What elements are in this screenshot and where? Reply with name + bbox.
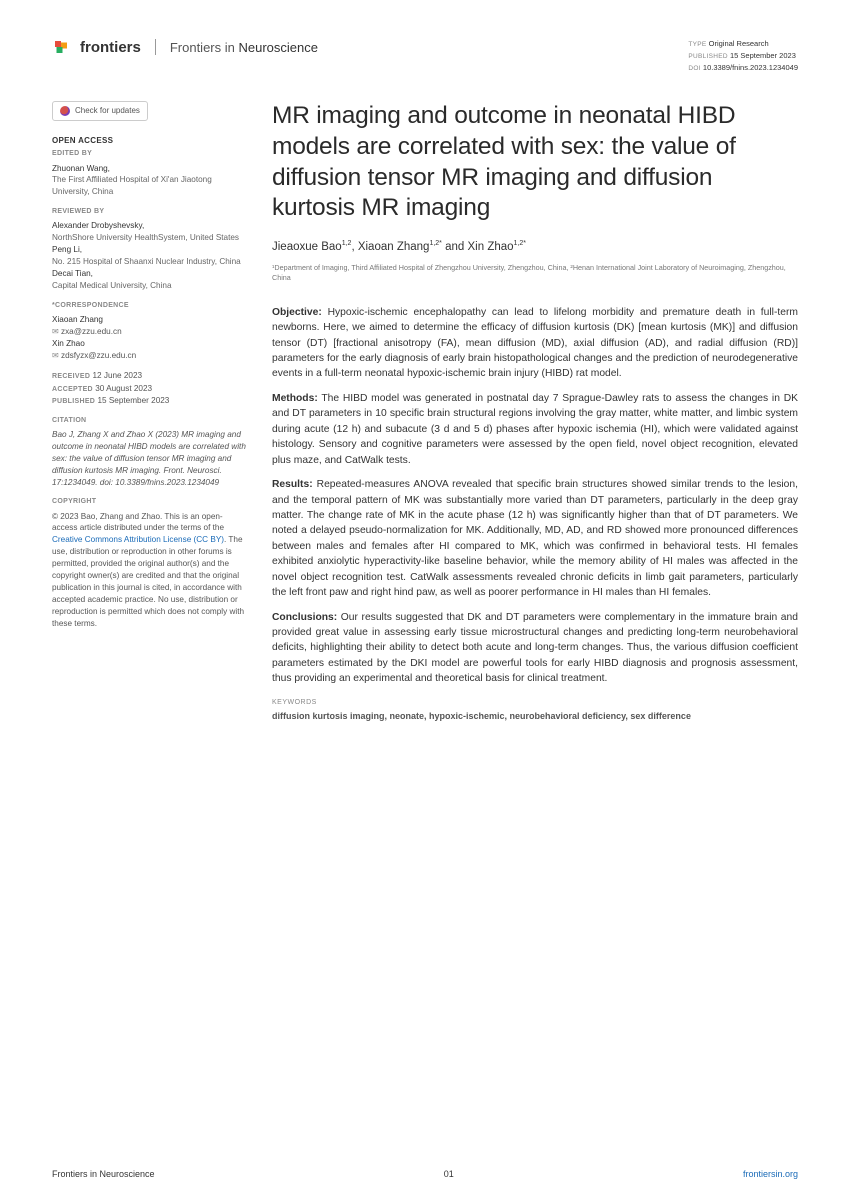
- editor-affil: The First Affiliated Hospital of Xi'an J…: [52, 174, 248, 198]
- footer: Frontiers in Neuroscience 01 frontiersin…: [52, 1169, 798, 1179]
- citation-section: CITATION Bao J, Zhang X and Zhao X (2023…: [52, 416, 248, 489]
- published-label: PUBLISHED: [688, 53, 728, 60]
- article-title: MR imaging and outcome in neonatal HIBD …: [272, 101, 798, 224]
- conclusions-section: Conclusions: Our results suggested that …: [272, 610, 798, 687]
- objective-section: Objective: Hypoxic-ischemic encephalopat…: [272, 305, 798, 382]
- reviewer1-name: Alexander Drobyshevsky,: [52, 220, 248, 232]
- main-content: MR imaging and outcome in neonatal HIBD …: [272, 101, 798, 722]
- published-value: 15 September 2023: [730, 51, 796, 60]
- copyright-section: COPYRIGHT © 2023 Bao, Zhang and Zhao. Th…: [52, 497, 248, 629]
- copyright-post: . The use, distribution or reproduction …: [52, 535, 244, 627]
- copyright-label: COPYRIGHT: [52, 497, 248, 507]
- authors-line: Jieaoxue Bao1,2, Xiaoan Zhang1,2* and Xi…: [272, 240, 798, 253]
- open-access-heading: OPEN ACCESS: [52, 135, 248, 147]
- envelope-icon: ✉: [52, 327, 59, 336]
- methods-section: Methods: The HIBD model was generated in…: [272, 391, 798, 468]
- type-label: TYPE: [688, 41, 706, 48]
- corr2-email: zdsfyzx@zzu.edu.cn: [61, 351, 136, 360]
- received-value: 12 June 2023: [92, 371, 142, 380]
- corr2-name: Xin Zhao: [52, 338, 248, 350]
- edited-by-section: EDITED BY Zhuonan Wang, The First Affili…: [52, 149, 248, 198]
- keywords: diffusion kurtosis imaging, neonate, hyp…: [272, 710, 798, 723]
- author2-sup: 1,2*: [429, 240, 441, 247]
- cc-by-link[interactable]: Creative Commons Attribution License (CC…: [52, 535, 224, 544]
- accepted-label: ACCEPTED: [52, 386, 93, 393]
- methods-text: The HIBD model was generated in postnata…: [272, 393, 798, 466]
- editor-name: Zhuonan Wang,: [52, 163, 248, 175]
- type-value: Original Research: [709, 39, 769, 48]
- author1-sup: 1,2: [342, 240, 352, 247]
- copyright-pre: © 2023 Bao, Zhang and Zhao. This is an o…: [52, 512, 224, 533]
- check-updates-label: Check for updates: [75, 105, 140, 117]
- methods-label: Methods:: [272, 393, 318, 404]
- citation-label: CITATION: [52, 416, 248, 426]
- frontiers-logo-icon: [52, 38, 70, 56]
- envelope-icon: ✉: [52, 351, 59, 360]
- check-updates-icon: [60, 106, 70, 116]
- author3-sup: 1,2*: [514, 240, 526, 247]
- footer-page: 01: [444, 1169, 454, 1179]
- page-container: frontiers Frontiers in Neuroscience TYPE…: [0, 0, 850, 1203]
- author3: Xin Zhao: [468, 241, 514, 253]
- reviewer1-affil: NorthShore University HealthSystem, Unit…: [52, 232, 248, 244]
- published2-value: 15 September 2023: [97, 396, 169, 405]
- reviewer2-name: Peng Li,: [52, 244, 248, 256]
- doi-label: DOI: [688, 65, 700, 72]
- reviewed-by-section: REVIEWED BY Alexander Drobyshevsky, Nort…: [52, 207, 248, 291]
- journal-name: Frontiers in Neuroscience: [170, 40, 318, 55]
- and: and: [442, 241, 468, 253]
- edited-by-label: EDITED BY: [52, 149, 248, 159]
- accepted-value: 30 August 2023: [95, 384, 152, 393]
- header: frontiers Frontiers in Neuroscience TYPE…: [52, 38, 798, 73]
- check-updates-button[interactable]: Check for updates: [52, 101, 148, 121]
- header-meta: TYPE Original Research PUBLISHED 15 Sept…: [688, 38, 798, 73]
- doi-value: 10.3389/fnins.2023.1234049: [703, 63, 798, 72]
- conclusions-label: Conclusions:: [272, 612, 337, 623]
- author1: Jieaoxue Bao: [272, 241, 342, 253]
- affiliations: ¹Department of Imaging, Third Affiliated…: [272, 263, 798, 283]
- sidebar: Check for updates OPEN ACCESS EDITED BY …: [52, 101, 248, 722]
- content-row: Check for updates OPEN ACCESS EDITED BY …: [52, 101, 798, 722]
- results-text: Repeated-measures ANOVA revealed that sp…: [272, 479, 798, 598]
- published2-label: PUBLISHED: [52, 398, 95, 405]
- brand-name: frontiers: [80, 39, 141, 56]
- author2: Xiaoan Zhang: [358, 241, 430, 253]
- reviewer3-name: Decai Tian,: [52, 268, 248, 280]
- corr1-email: zxa@zzu.edu.cn: [61, 327, 122, 336]
- objective-text: Hypoxic-ischemic encephalopathy can lead…: [272, 307, 798, 380]
- received-label: RECEIVED: [52, 373, 90, 380]
- correspondence-label: *CORRESPONDENCE: [52, 301, 248, 311]
- conclusions-text: Our results suggested that DK and DT par…: [272, 612, 798, 685]
- dates-section: RECEIVED 12 June 2023 ACCEPTED 30 August…: [52, 370, 248, 406]
- reviewer3-affil: Capital Medical University, China: [52, 280, 248, 292]
- footer-journal: Frontiers in Neuroscience: [52, 1169, 155, 1179]
- results-label: Results:: [272, 479, 313, 490]
- footer-url[interactable]: frontiersin.org: [743, 1169, 798, 1179]
- brand-block: frontiers Frontiers in Neuroscience: [52, 38, 318, 56]
- corr1-name: Xiaoan Zhang: [52, 314, 248, 326]
- citation-text: Bao J, Zhang X and Zhao X (2023) MR imag…: [52, 429, 248, 488]
- brand-divider: [155, 39, 156, 55]
- objective-label: Objective:: [272, 307, 322, 318]
- reviewed-by-label: REVIEWED BY: [52, 207, 248, 217]
- correspondence-section: *CORRESPONDENCE Xiaoan Zhang ✉ zxa@zzu.e…: [52, 301, 248, 362]
- reviewer2-affil: No. 215 Hospital of Shaanxi Nuclear Indu…: [52, 256, 248, 268]
- keywords-label: KEYWORDS: [272, 699, 798, 706]
- results-section: Results: Repeated-measures ANOVA reveale…: [272, 477, 798, 601]
